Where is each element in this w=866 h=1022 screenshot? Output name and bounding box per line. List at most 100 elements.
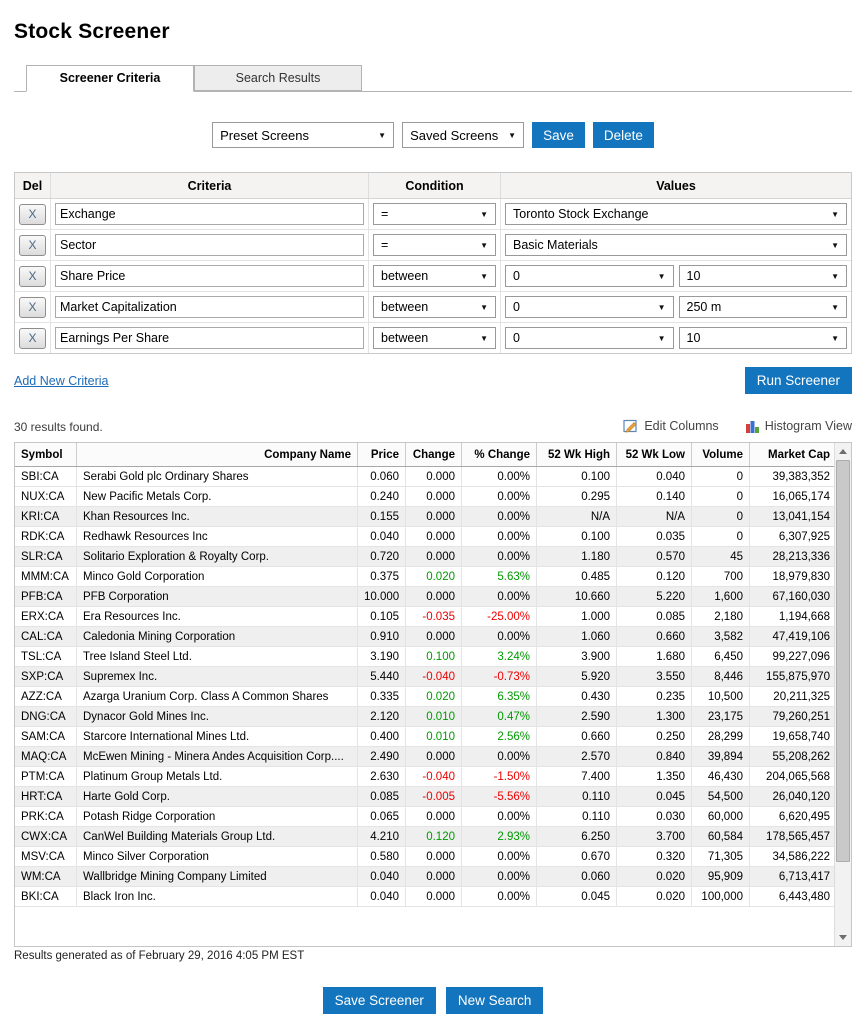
tab-screener-criteria[interactable]: Screener Criteria [26, 65, 194, 92]
table-row[interactable]: WM:CA Wallbridge Mining Company Limited 0.… [15, 867, 834, 887]
delete-button[interactable]: Delete [592, 122, 654, 148]
criteria-row: Xbetween▼ 0▼250 m▼ [15, 292, 851, 323]
table-row[interactable]: BKI:CA Black Iron Inc. 0.040 0.000 0.00% 0.04… [15, 887, 834, 907]
condition-select[interactable]: = ▼ [373, 203, 496, 225]
value-select[interactable]: Toronto Stock Exchange ▼ [505, 203, 847, 225]
table-row[interactable]: MSV:CA Minco Silver Corporation 0.580 0.000… [15, 847, 834, 867]
table-row[interactable]: PTM:CA Platinum Group Metals Ltd. 2.630 -0.… [15, 767, 834, 787]
table-row[interactable]: MAQ:CA McEwen Mining - Minera Andes Acqui… [15, 747, 834, 767]
value-select[interactable]: 0 ▼ [505, 327, 674, 349]
tab-search-results[interactable]: Search Results [194, 65, 362, 91]
cell-wk52_high: 0.060 [537, 867, 617, 886]
table-row[interactable]: HRT:CA Harte Gold Corp. 0.085 -0.005 -5.56% 0… [15, 787, 834, 807]
scroll-up-button[interactable] [835, 443, 851, 460]
table-row[interactable]: DNG:CA Dynacor Gold Mines Inc. 2.120 0.010 0… [15, 707, 834, 727]
value-select[interactable]: 0 ▼ [505, 296, 674, 318]
cell-company: Black Iron Inc. [77, 887, 358, 906]
condition-select[interactable]: between ▼ [373, 265, 496, 287]
cell-wk52_low: 5.220 [617, 587, 692, 606]
preset-screens-select[interactable]: Preset Screens ▼ [212, 122, 395, 148]
cell-symbol: SBI:CA [15, 467, 77, 486]
delete-criteria-button[interactable]: X [19, 203, 46, 225]
criteria-name-cell [51, 292, 369, 322]
criteria-values-cell: 0 ▼ 10 ▼ [501, 323, 851, 353]
cell-wk52_high: 0.660 [537, 727, 617, 746]
criteria-input[interactable] [55, 296, 364, 318]
cell-wk52_high: 0.670 [537, 847, 617, 866]
criteria-row: X =▼ Toronto Stock Exchange▼ [15, 199, 851, 230]
delete-criteria-button[interactable]: X [19, 327, 46, 349]
table-row[interactable]: SBI:CA Serabi Gold plc Ordinary Shares 0.0… [15, 467, 834, 487]
criteria-header-criteria: Criteria [51, 173, 369, 198]
results-scrollbar[interactable] [834, 443, 851, 946]
table-row[interactable]: KRI:CA Khan Resources Inc. 0.155 0.000 0.00%… [15, 507, 834, 527]
cell-pct_change: 0.00% [462, 887, 537, 906]
save-screener-button[interactable]: Save Screener [322, 987, 436, 1014]
triangle-up-icon [839, 449, 847, 454]
delete-criteria-button[interactable]: X [19, 265, 46, 287]
cell-company: Caledonia Mining Corporation [77, 627, 358, 646]
delete-criteria-button[interactable]: X [19, 234, 46, 256]
screens-toolbar: Preset Screens ▼ Saved Screens ▼ Save De… [14, 122, 852, 148]
cell-change: 0.000 [406, 527, 462, 546]
value-select[interactable]: 10 ▼ [678, 265, 847, 287]
results-meta-row: 30 results found. Edit Columns Histogram… [14, 418, 852, 434]
preset-screens-value: Preset Screens [220, 127, 309, 143]
condition-select[interactable]: between ▼ [373, 296, 496, 318]
table-row[interactable]: CAL:CA Caledonia Mining Corporation 0.910 0… [15, 627, 834, 647]
table-row[interactable]: NUX:CA New Pacific Metals Corp. 0.240 0.000… [15, 487, 834, 507]
edit-columns-button[interactable]: Edit Columns [623, 418, 719, 434]
table-row[interactable]: MMM:CA Minco Gold Corporation 0.375 0.020 5.… [15, 567, 834, 587]
table-row[interactable]: SLR:CA Solitario Exploration & Royalty Co… [15, 547, 834, 567]
table-row[interactable]: CWX:CA CanWel Building Materials Group Lt… [15, 827, 834, 847]
saved-screens-select[interactable]: Saved Screens ▼ [402, 122, 525, 148]
save-button[interactable]: Save [532, 122, 585, 148]
cell-price: 0.040 [358, 527, 406, 546]
scrollbar-thumb[interactable] [836, 460, 850, 863]
cell-company: Minco Gold Corporation [77, 567, 358, 586]
cell-volume: 0 [692, 527, 750, 546]
criteria-row: X =▼ Basic Materials▼ [15, 230, 851, 261]
condition-select[interactable]: = ▼ [373, 234, 496, 256]
criteria-input[interactable] [55, 327, 364, 349]
criteria-input[interactable] [55, 265, 364, 287]
criteria-row: Xbetween▼ 0▼10▼ [15, 261, 851, 292]
table-row[interactable]: SXP:CA Supremex Inc. 5.440 -0.040 -0.73% 5.92… [15, 667, 834, 687]
cell-pct_change: 6.35% [462, 687, 537, 706]
table-row[interactable]: PRK:CA Potash Ridge Corporation 0.065 0.000… [15, 807, 834, 827]
cell-price: 0.085 [358, 787, 406, 806]
condition-select[interactable]: between ▼ [373, 327, 496, 349]
table-row[interactable]: RDK:CA Redhawk Resources Inc 0.040 0.000 0.0… [15, 527, 834, 547]
table-row[interactable]: SAM:CA Starcore International Mines Ltd. 0… [15, 727, 834, 747]
cell-change: -0.040 [406, 667, 462, 686]
value-select[interactable]: 10 ▼ [678, 327, 847, 349]
cell-symbol: KRI:CA [15, 507, 77, 526]
cell-change: 0.000 [406, 747, 462, 766]
cell-volume: 0 [692, 507, 750, 526]
criteria-input[interactable] [55, 203, 364, 225]
table-row[interactable]: PFB:CA PFB Corporation 10.000 0.000 0.00% 10.… [15, 587, 834, 607]
add-new-criteria-link[interactable]: Add New Criteria [14, 373, 109, 388]
cell-pct_change: 2.93% [462, 827, 537, 846]
scroll-down-button[interactable] [835, 929, 851, 946]
cell-change: 0.000 [406, 867, 462, 886]
cell-change: 0.000 [406, 627, 462, 646]
cell-market_cap: 47,419,106 [772, 631, 830, 643]
run-screener-button[interactable]: Run Screener [744, 367, 852, 394]
cell-symbol: MAQ:CA [15, 747, 77, 766]
cell-symbol: RDK:CA [15, 527, 77, 546]
table-row[interactable]: TSL:CA Tree Island Steel Ltd. 3.190 0.100 3.… [15, 647, 834, 667]
histogram-view-button[interactable]: Histogram View [745, 419, 852, 434]
chevron-down-icon: ▼ [831, 302, 839, 312]
cell-price: 3.190 [358, 647, 406, 666]
value-select[interactable]: 0 ▼ [505, 265, 674, 287]
table-row[interactable]: AZZ:CA Azarga Uranium Corp. Class A Commo… [15, 687, 834, 707]
table-row[interactable]: ERX:CA Era Resources Inc. 0.105 -0.035 -25.0… [15, 607, 834, 627]
new-search-button[interactable]: New Search [445, 987, 544, 1014]
cell-volume: 39,894 [692, 747, 750, 766]
delete-criteria-button[interactable]: X [19, 296, 46, 318]
value-select[interactable]: Basic Materials ▼ [505, 234, 847, 256]
cell-wk52_low: 1.300 [617, 707, 692, 726]
value-select[interactable]: 250 m ▼ [678, 296, 847, 318]
criteria-input[interactable] [55, 234, 364, 256]
